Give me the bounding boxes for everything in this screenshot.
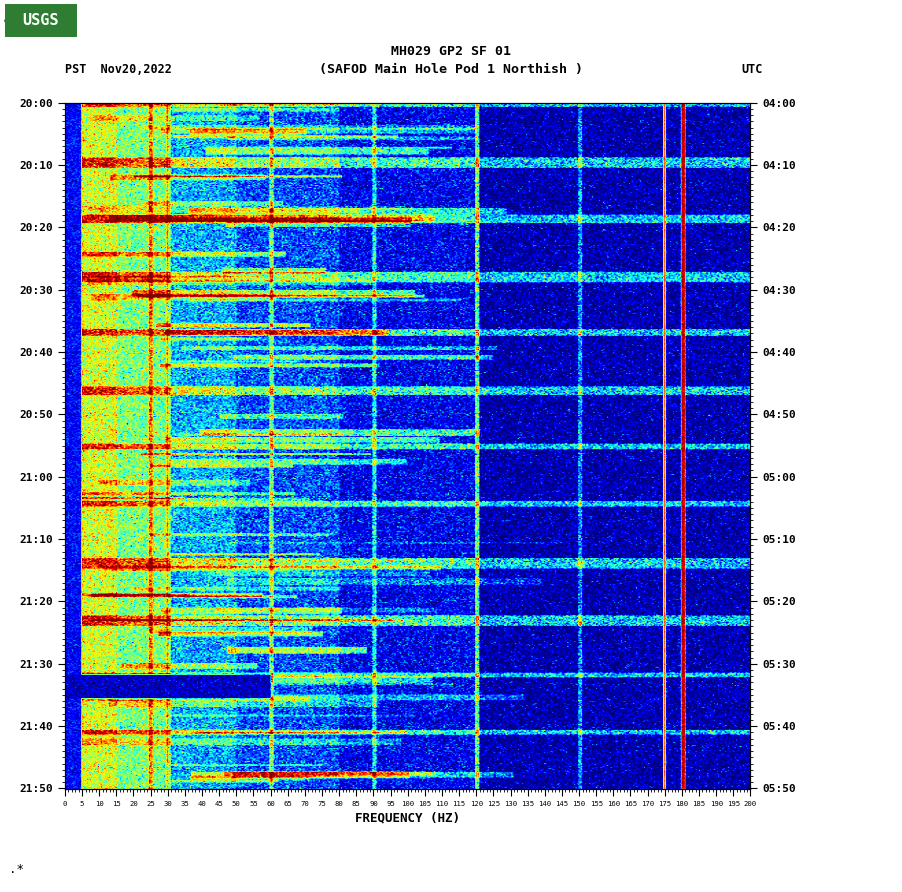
Text: UTC: UTC xyxy=(741,63,763,76)
Text: .*: .* xyxy=(9,863,24,876)
Text: USGS: USGS xyxy=(23,13,59,28)
Text: ~: ~ xyxy=(2,11,18,30)
Text: MH029 GP2 SF 01: MH029 GP2 SF 01 xyxy=(391,45,511,58)
Text: (SAFOD Main Hole Pod 1 Northish ): (SAFOD Main Hole Pod 1 Northish ) xyxy=(319,63,583,76)
Text: PST  Nov20,2022: PST Nov20,2022 xyxy=(65,63,171,76)
X-axis label: FREQUENCY (HZ): FREQUENCY (HZ) xyxy=(355,812,460,824)
